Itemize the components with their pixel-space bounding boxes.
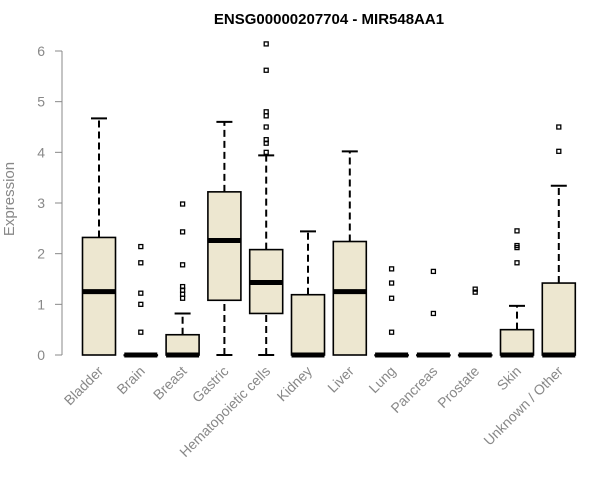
outlier-point: [430, 268, 437, 275]
outlier-point: [263, 109, 269, 115]
chart-title: ENSG00000207704 - MIR548AA1: [214, 11, 444, 28]
box-hematopoietic-cells: [248, 41, 284, 356]
box-gastric: [207, 120, 242, 356]
outlier-point: [472, 289, 478, 295]
y-tick-label: 4: [37, 144, 45, 160]
outlier-point: [263, 113, 269, 119]
y-axis-label: Expression: [1, 162, 18, 236]
box-prostate: [457, 286, 493, 358]
outlier-point: [388, 280, 395, 286]
box-iqr: [81, 236, 117, 356]
y-tick-label: 2: [37, 246, 45, 262]
outlier-point: [138, 243, 144, 250]
plot-area: [81, 41, 577, 358]
y-tick-label: 0: [37, 347, 45, 363]
outlier-point: [179, 295, 186, 301]
y-tick-label: 5: [37, 94, 45, 110]
outlier-point: [179, 291, 186, 297]
y-tick-label: 3: [37, 195, 45, 211]
outlier-point: [179, 229, 186, 235]
outlier-point: [138, 301, 144, 307]
x-tick-label: Prostate: [434, 363, 482, 411]
outlier-point: [388, 295, 395, 301]
outlier-point: [556, 148, 562, 154]
box-breast: [165, 201, 200, 358]
box-lung: [374, 266, 409, 358]
outlier-point: [430, 310, 437, 317]
x-tick-label: Kidney: [274, 363, 316, 405]
y-axis: 0 1 2 3 4 5 6: [37, 43, 63, 363]
box-unknown-other: [541, 124, 577, 358]
box-iqr: [290, 293, 326, 356]
box-iqr: [207, 191, 242, 302]
box-kidney: [290, 230, 326, 358]
outlier-point: [263, 124, 269, 130]
outlier-point: [556, 124, 562, 130]
box-iqr: [165, 333, 200, 356]
x-tick-label: Bladder: [61, 363, 107, 409]
outlier-point: [138, 290, 144, 296]
outlier-point: [263, 149, 269, 155]
outlier-point: [388, 329, 395, 335]
box-bladder: [81, 117, 117, 356]
box-iqr: [541, 282, 577, 356]
box-iqr: [499, 328, 535, 356]
outlier-point: [514, 228, 520, 234]
box-iqr: [332, 240, 368, 356]
outlier-point: [179, 283, 186, 290]
x-tick-label: Lung: [365, 363, 398, 396]
y-tick-label: 6: [37, 43, 45, 59]
x-tick-label: Liver: [324, 363, 357, 396]
outlier-point: [263, 41, 269, 47]
outlier-point: [514, 242, 520, 249]
outlier-point: [179, 262, 186, 268]
box-brain: [123, 243, 159, 358]
box-liver: [332, 150, 368, 356]
x-tick-label: Unknown / Other: [480, 363, 566, 449]
outlier-point: [263, 67, 269, 73]
x-tick-label: Brain: [113, 363, 147, 397]
outlier-point: [179, 201, 186, 207]
outlier-point: [263, 137, 269, 143]
x-tick-label: Breast: [150, 363, 190, 403]
y-tick-label: 1: [37, 296, 45, 312]
x-tick-label: Skin: [494, 363, 525, 394]
box-pancreas: [416, 268, 451, 358]
outlier-point: [388, 266, 395, 272]
outlier-point: [138, 329, 144, 335]
box-skin: [499, 228, 535, 358]
outlier-point: [472, 286, 478, 292]
outlier-point: [514, 260, 520, 266]
outlier-point: [138, 260, 144, 266]
